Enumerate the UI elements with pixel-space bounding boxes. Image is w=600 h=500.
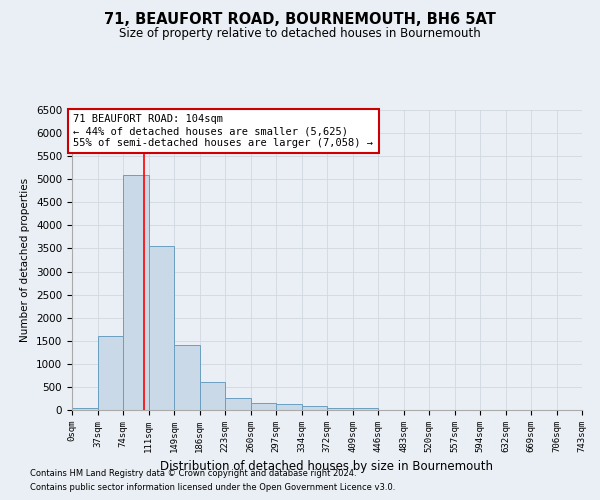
Bar xyxy=(353,408,378,410)
Bar xyxy=(97,336,123,410)
Y-axis label: Number of detached properties: Number of detached properties xyxy=(20,178,31,342)
Text: Contains public sector information licensed under the Open Government Licence v3: Contains public sector information licen… xyxy=(30,484,395,492)
Bar xyxy=(251,403,276,410)
Bar xyxy=(276,404,302,410)
Bar xyxy=(149,246,174,410)
Bar xyxy=(302,406,327,410)
Text: Contains HM Land Registry data © Crown copyright and database right 2024.: Contains HM Land Registry data © Crown c… xyxy=(30,468,356,477)
Text: 71 BEAUFORT ROAD: 104sqm
← 44% of detached houses are smaller (5,625)
55% of sem: 71 BEAUFORT ROAD: 104sqm ← 44% of detach… xyxy=(73,114,373,148)
Text: 71, BEAUFORT ROAD, BOURNEMOUTH, BH6 5AT: 71, BEAUFORT ROAD, BOURNEMOUTH, BH6 5AT xyxy=(104,12,496,28)
Bar xyxy=(327,408,353,410)
Bar xyxy=(123,174,149,410)
Bar xyxy=(72,408,97,410)
Text: Size of property relative to detached houses in Bournemouth: Size of property relative to detached ho… xyxy=(119,28,481,40)
Bar xyxy=(225,398,251,410)
X-axis label: Distribution of detached houses by size in Bournemouth: Distribution of detached houses by size … xyxy=(161,460,493,473)
Bar xyxy=(199,382,225,410)
Bar xyxy=(174,346,199,410)
